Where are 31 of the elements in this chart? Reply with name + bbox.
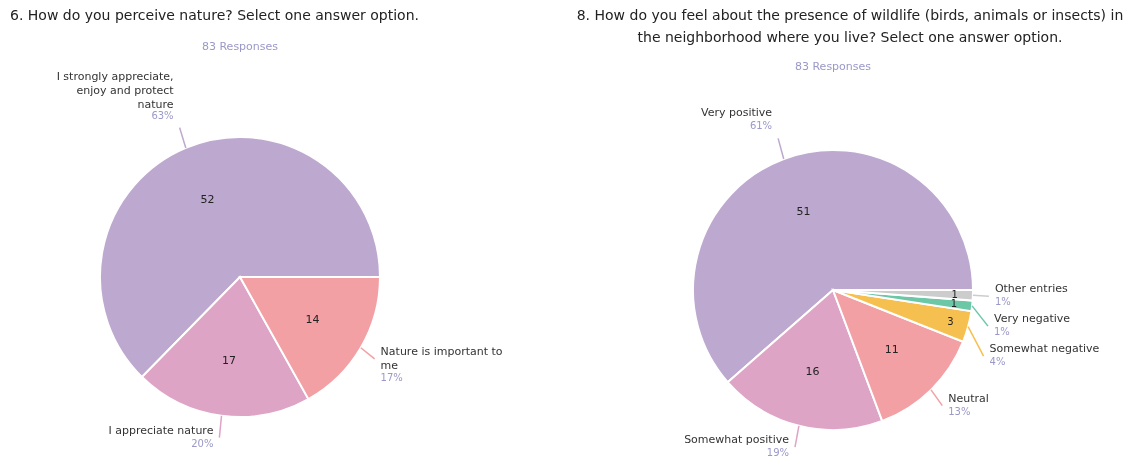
slice-label: I appreciate nature (108, 423, 214, 437)
slice-label: Neutral (948, 391, 989, 405)
text: 1% (994, 326, 1010, 338)
chart-subtitle: 83 Responses (794, 60, 872, 73)
text: 19% (766, 447, 790, 458)
data-label: 52 (200, 193, 215, 207)
slice-label: Nature is important to me (380, 344, 503, 372)
data-label: 11 (884, 343, 899, 357)
data-label: 1 (951, 289, 958, 301)
slice-label: I strongly appreciate, enjoy and protect nature (56, 69, 175, 111)
text: 20% (191, 437, 214, 449)
chart-title: 6. How do you perceive nature? Select one answer option. (10, 7, 420, 23)
slice-label: Other entries (994, 282, 1069, 296)
slice-label: Very negative (994, 312, 1071, 326)
data-label: 51 (796, 204, 811, 218)
text: 61% (749, 120, 773, 132)
data-label: 1 (950, 298, 958, 310)
data-label: 14 (305, 312, 320, 326)
slice-label: Very positive (700, 106, 773, 120)
data-label: 17 (221, 353, 236, 367)
text: 13% (948, 405, 971, 417)
slice-label: Somewhat positive (684, 433, 790, 447)
text: 63% (151, 109, 174, 121)
text: 1% (994, 296, 1011, 308)
chart-title: 8. How do you feel about the presence of wildlife (birds, animals or insects) in the neighborhood where you live? Select one answer option. (576, 7, 1124, 45)
data-label: 16 (805, 364, 820, 378)
text: 17% (380, 371, 403, 383)
slice-label: Somewhat negative (989, 342, 1100, 356)
text: 4% (989, 356, 1006, 368)
data-label: 3 (947, 316, 954, 328)
chart-subtitle: 83 Responses (201, 40, 279, 53)
